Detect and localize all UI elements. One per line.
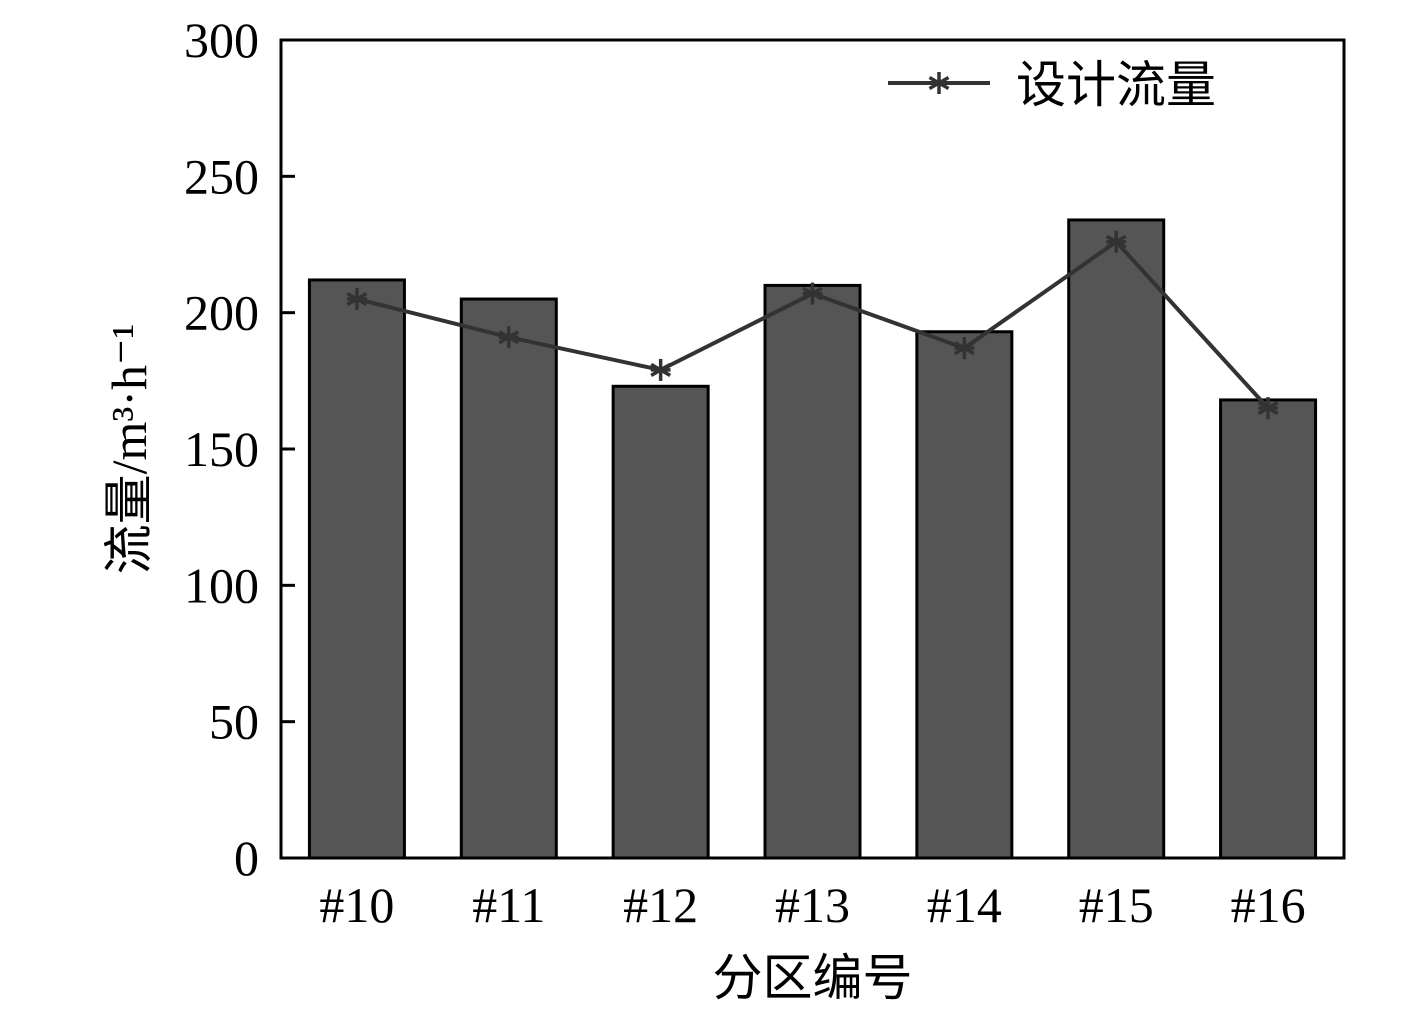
x-axis-label: 分区编号 xyxy=(713,950,913,1006)
bar-14 xyxy=(915,330,1014,860)
legend-asterisk xyxy=(928,72,950,94)
bar-11 xyxy=(459,297,558,860)
y-tick-label: 0 xyxy=(234,830,259,886)
x-tick-label: #12 xyxy=(623,877,698,933)
legend-asterisk-marker xyxy=(928,72,950,94)
bar-10 xyxy=(307,278,406,860)
y-ticks: 0 50 100 150 200 250 300 xyxy=(184,12,295,886)
y-tick-label: 200 xyxy=(184,285,259,341)
bars-layer xyxy=(307,218,1318,860)
x-tick-label: #14 xyxy=(927,877,1002,933)
legend: 设计流量 xyxy=(888,57,1216,113)
bar-16 xyxy=(1219,398,1318,860)
x-tick-label: #11 xyxy=(472,877,545,933)
design-flow-point-15 xyxy=(1105,230,1127,253)
design-flow-point-10 xyxy=(346,288,368,311)
y-tick-label: 50 xyxy=(209,694,259,750)
legend-label: 设计流量 xyxy=(1016,57,1216,113)
y-tick-label: 150 xyxy=(184,421,259,477)
y-axis-label: 流量/m³·h⁻¹ xyxy=(101,324,157,575)
design-flow-point-12 xyxy=(650,358,672,381)
x-tick-label: #15 xyxy=(1079,877,1154,933)
y-tick-label: 300 xyxy=(184,12,259,68)
x-ticks: #10 #11 #12 #13 #14 #15 #16 xyxy=(319,877,1305,933)
bar-12 xyxy=(611,384,710,860)
y-tick-label: 250 xyxy=(184,148,259,204)
x-tick-label: #16 xyxy=(1231,877,1306,933)
design-flow-point-13 xyxy=(802,282,823,305)
design-flow-point-16 xyxy=(1257,397,1279,420)
x-tick-label: #10 xyxy=(319,877,394,933)
design-flow-point-11 xyxy=(498,326,520,349)
bar-15 xyxy=(1067,218,1166,860)
x-tick-label: #13 xyxy=(775,877,850,933)
bar-13 xyxy=(763,283,862,860)
design-flow-point-14 xyxy=(953,337,975,360)
line-layer xyxy=(346,230,1279,420)
y-tick-label: 100 xyxy=(184,557,259,613)
